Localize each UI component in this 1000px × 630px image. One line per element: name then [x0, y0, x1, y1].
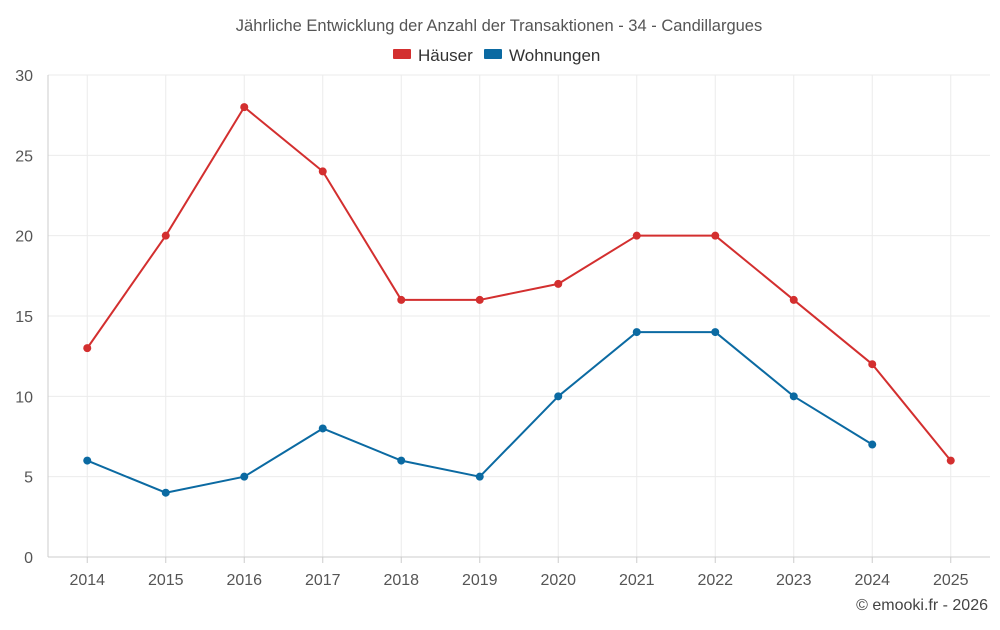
data-point: [789, 295, 798, 304]
legend-swatch: [393, 49, 411, 59]
y-tick-label: 5: [24, 470, 33, 487]
series-line: [86, 106, 952, 462]
data-point: [240, 103, 249, 112]
data-point: [83, 344, 92, 353]
x-tick-label: 2020: [540, 572, 576, 589]
x-tick-label: 2021: [619, 572, 655, 589]
data-point: [83, 456, 92, 465]
data-point: [868, 440, 877, 449]
x-tick-label: 2022: [697, 572, 733, 589]
grid: [48, 74, 990, 557]
x-tick-label: 2014: [69, 572, 105, 589]
data-point: [946, 456, 955, 465]
y-tick-label: 30: [15, 68, 33, 85]
legend-label: Wohnungen: [509, 46, 600, 65]
data-point: [554, 392, 563, 401]
x-tick-label: 2025: [933, 572, 969, 589]
y-tick-label: 25: [15, 148, 33, 165]
series-group: [83, 103, 955, 497]
chart-title: Jährliche Entwicklung der Anzahl der Tra…: [236, 17, 762, 35]
y-tick-label: 20: [15, 229, 33, 246]
x-tick-label: 2018: [383, 572, 419, 589]
x-tick-label: 2016: [226, 572, 262, 589]
data-point: [475, 295, 484, 304]
data-point: [397, 456, 406, 465]
x-tick-label: 2024: [854, 572, 890, 589]
data-point: [318, 424, 327, 433]
y-tick-label: 10: [15, 389, 33, 406]
data-point: [318, 167, 327, 176]
data-point: [711, 328, 720, 337]
series-haeuser: [83, 103, 955, 465]
legend: Häuser Wohnungen: [393, 46, 600, 65]
data-point: [475, 472, 484, 481]
legend-label: Häuser: [418, 46, 473, 65]
data-point: [711, 231, 720, 240]
data-point: [161, 488, 170, 497]
data-point: [240, 472, 249, 481]
copyright-credit: © emooki.fr - 2026: [856, 597, 988, 614]
data-point: [632, 231, 641, 240]
legend-swatch: [484, 49, 502, 59]
y-tick-label: 15: [15, 309, 33, 326]
legend-item: Häuser: [393, 46, 473, 65]
x-tick-label: 2023: [776, 572, 812, 589]
data-point: [868, 360, 877, 369]
x-tick-label: 2015: [148, 572, 184, 589]
data-point: [397, 295, 406, 304]
series-wohnungen: [83, 328, 877, 497]
data-point: [789, 392, 798, 401]
data-point: [632, 328, 641, 337]
x-tick-label: 2017: [305, 572, 341, 589]
data-point: [554, 279, 563, 288]
y-tick-label: 0: [24, 550, 33, 567]
legend-item: Wohnungen: [484, 46, 600, 65]
x-tick-label: 2019: [462, 572, 498, 589]
data-point: [161, 231, 170, 240]
